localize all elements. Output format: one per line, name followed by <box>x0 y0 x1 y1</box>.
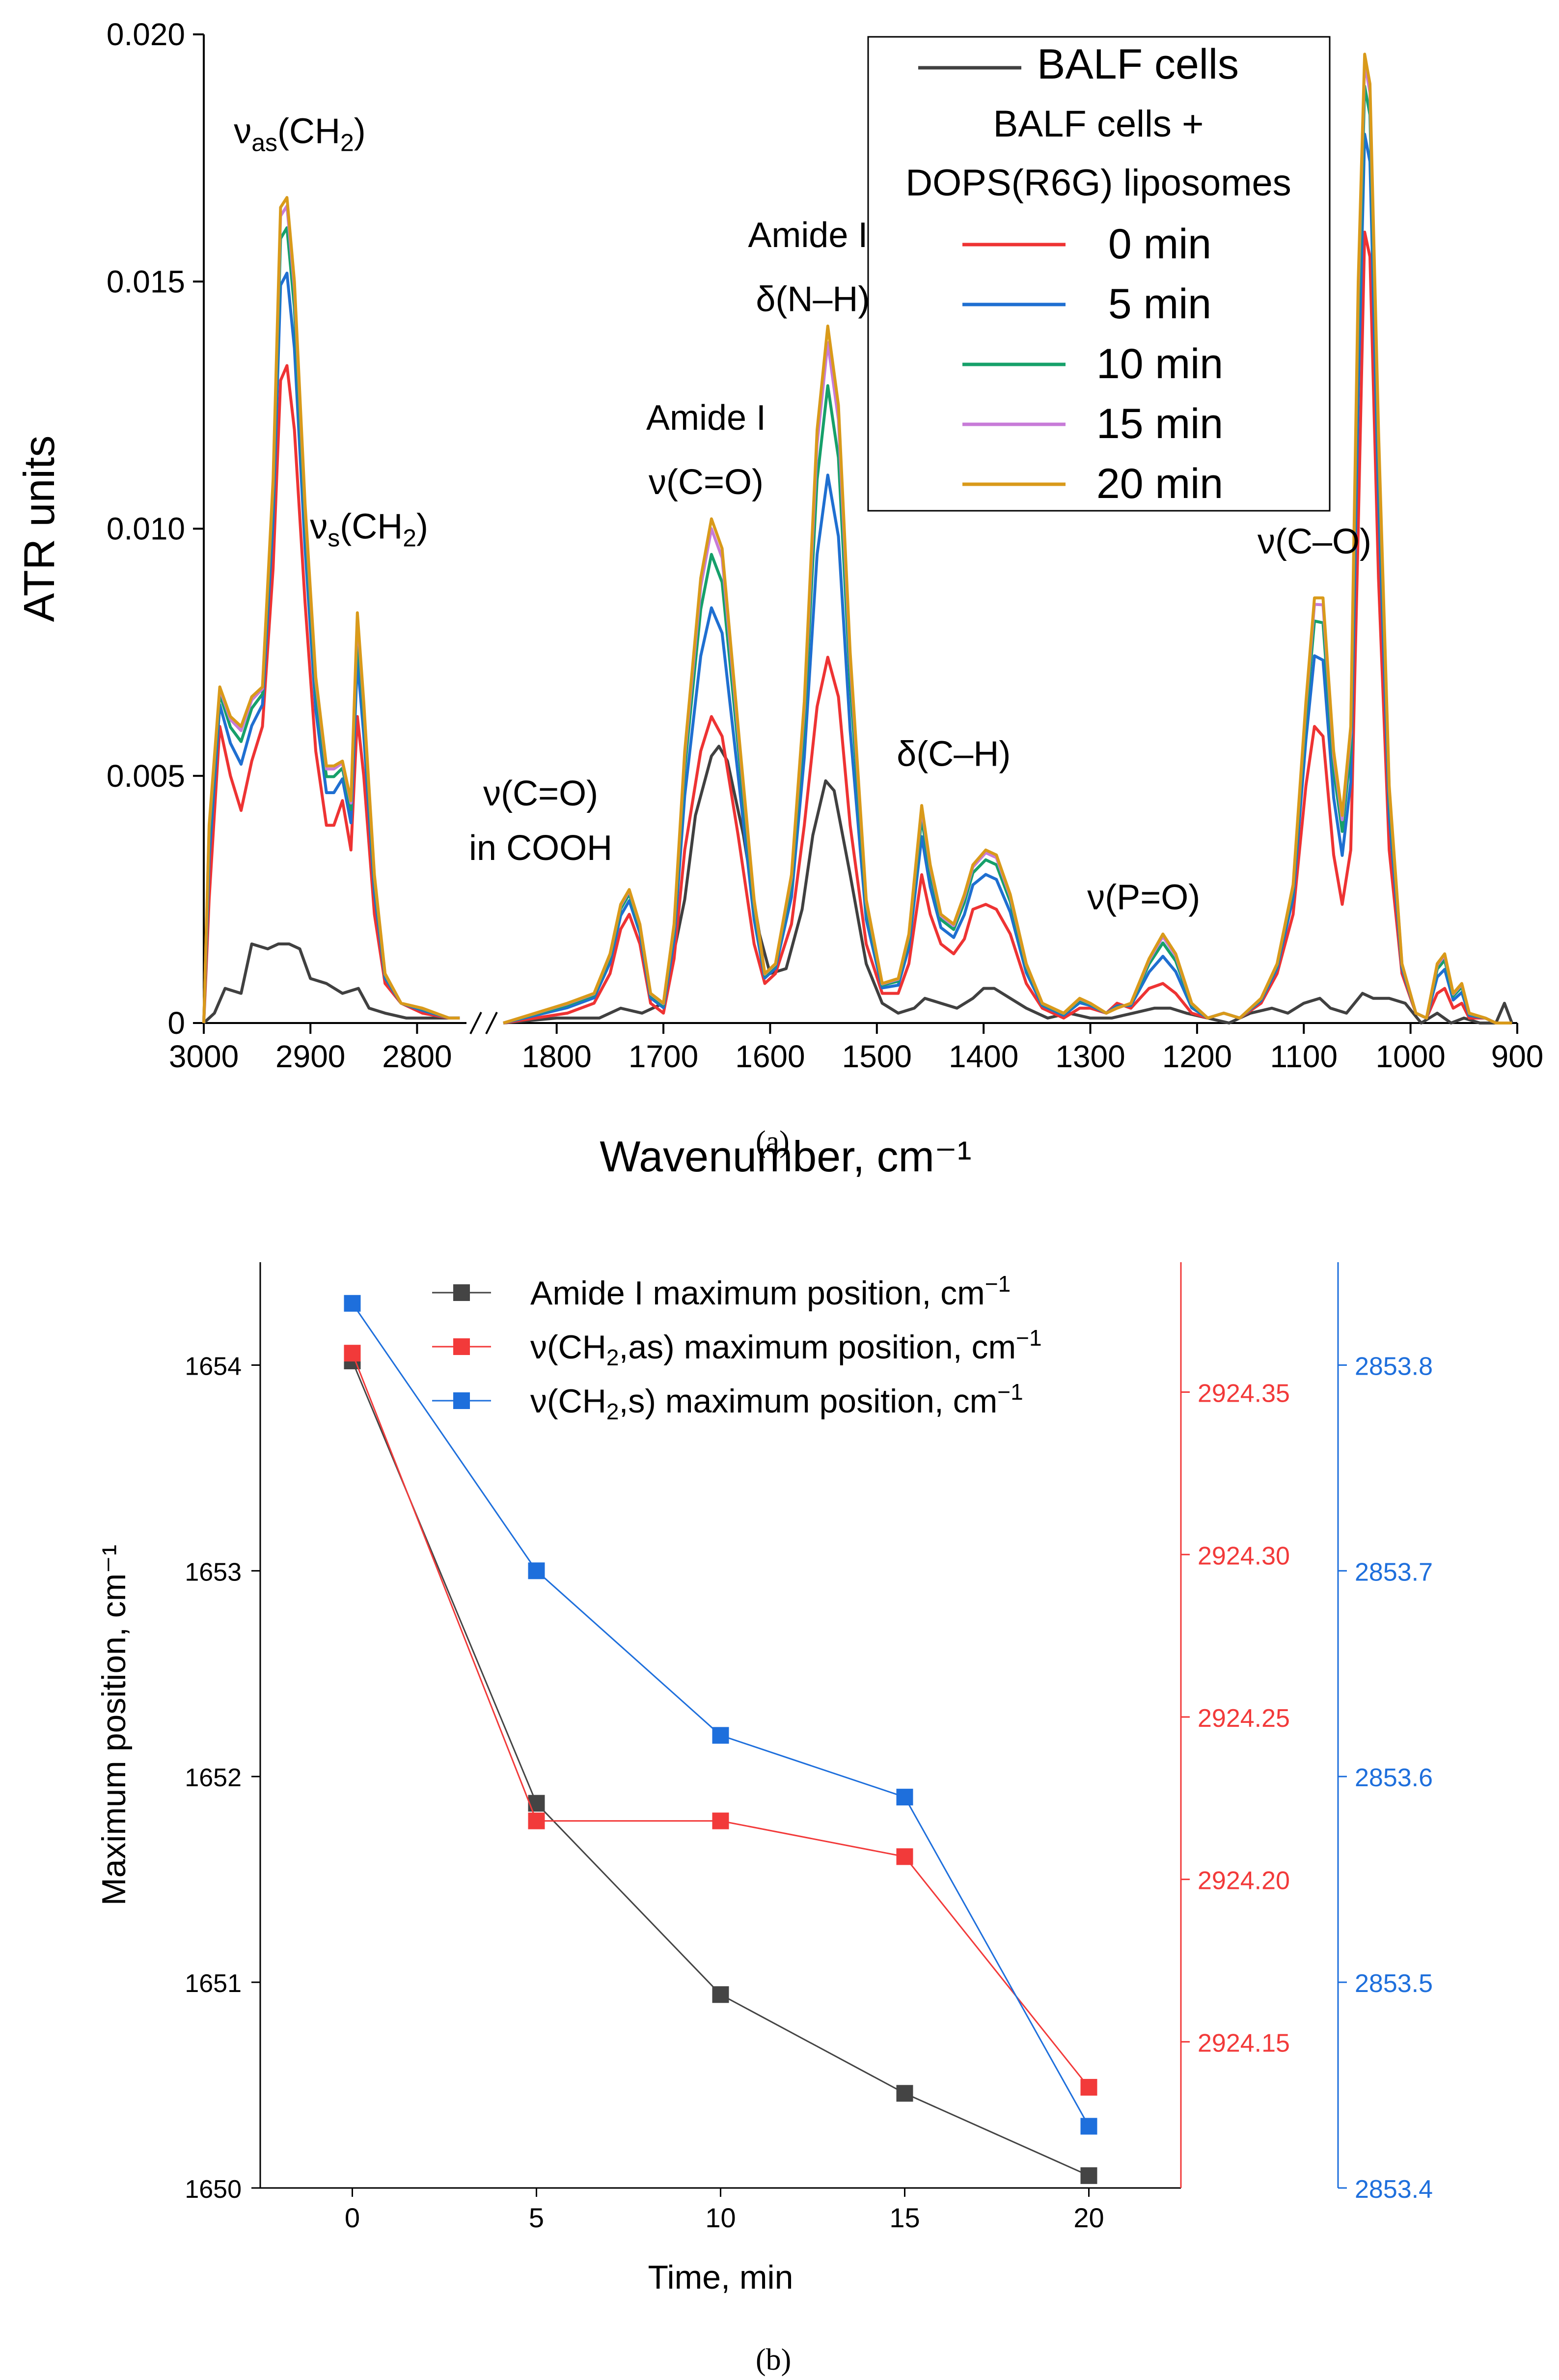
b-legend-label-2: ν(CH2,s) maximum position, cm−1 <box>530 1379 1023 1424</box>
b-legend-label-0: Amide I maximum position, cm−1 <box>530 1271 1011 1312</box>
b-left-tick-label: 1651 <box>185 1969 242 1998</box>
b-left-tick-label: 1654 <box>185 1352 242 1381</box>
b-red-tick-label: 2924.25 <box>1198 1704 1290 1733</box>
a-x-tick-label: 2900 <box>275 1039 345 1074</box>
b-blue-tick-label: 2853.6 <box>1355 1764 1433 1792</box>
a-annotation-0: νas(CH2) <box>234 111 366 156</box>
b-marker-amide <box>712 1986 729 2003</box>
a-x-tick-label: 1400 <box>949 1039 1018 1074</box>
a-y-tick-label: 0.010 <box>107 511 185 547</box>
a-x-tick-label: 1000 <box>1375 1039 1445 1074</box>
a-y-tick-label: 0.020 <box>107 17 185 52</box>
a-x-tick-label: 1100 <box>1270 1039 1338 1074</box>
a-annotation-9: ν(P=O) <box>1087 878 1200 917</box>
a-x-tick-label: 1600 <box>735 1039 805 1074</box>
caption-b: (b) <box>756 2343 792 2377</box>
b-marker-ch2s <box>528 1562 545 1579</box>
b-marker-ch2s <box>1080 2118 1097 2135</box>
a-legend-label-2: 10 min <box>1096 340 1223 387</box>
b-x-tick-label: 20 <box>1073 2202 1104 2233</box>
a-legend-heading-2a: BALF cells + <box>993 103 1204 145</box>
a-annotation-7: δ(N–H) <box>756 280 870 319</box>
b-legend-swatch-marker-0 <box>453 1284 470 1301</box>
a-legend-box <box>867 36 1331 512</box>
b-blue-tick-label: 2853.4 <box>1355 2175 1433 2204</box>
b-marker-ch2s <box>712 1727 729 1744</box>
b-marker-amide <box>896 2085 913 2102</box>
a-y-axis-title: ATR units <box>15 436 63 622</box>
b-red-tick-label: 2924.20 <box>1198 1867 1290 1895</box>
b-marker-amide <box>1080 2167 1097 2184</box>
a-x-tick-label: 1500 <box>842 1039 912 1074</box>
b-marker-ch2s <box>344 1295 361 1312</box>
a-series-20-min <box>202 53 1512 1024</box>
b-marker-ch2as <box>896 1848 913 1865</box>
a-legend-label-0: 0 min <box>1108 221 1211 268</box>
a-annotation-5: ν(C=O) <box>649 463 764 502</box>
a-annotation-1: νs(CH2) <box>310 507 428 552</box>
b-red-tick-label: 2924.15 <box>1198 2029 1290 2057</box>
b-blue-tick-label: 2853.7 <box>1355 1558 1433 1586</box>
b-marker-amide <box>528 1795 545 1812</box>
a-annotation-2: ν(C=O) <box>483 774 598 813</box>
a-annotation-10: ν(C–O) <box>1258 522 1371 561</box>
a-annotation-4: Amide I <box>646 398 766 438</box>
a-axis-break-2 <box>485 1012 498 1034</box>
b-x-axis-title: Time, min <box>648 2259 793 2296</box>
b-legend-swatch-marker-2 <box>453 1392 470 1409</box>
a-legend-label-balf: BALF cells <box>1037 41 1239 88</box>
a-annotation-3: in COOH <box>469 829 612 868</box>
a-legend-heading-2b: DOPS(R6G) liposomes <box>905 162 1291 204</box>
a-axis-break-1 <box>469 1012 482 1034</box>
b-left-tick-label: 1653 <box>185 1558 242 1586</box>
b-left-tick-label: 1652 <box>185 1764 242 1792</box>
a-legend-label-1: 5 min <box>1108 280 1211 328</box>
b-left-tick-label: 1650 <box>185 2175 242 2204</box>
a-x-tick-label: 1800 <box>521 1039 591 1074</box>
b-red-tick-label: 2924.35 <box>1198 1380 1290 1408</box>
a-x-axis-title: Wavenumber, cm⁻¹ <box>600 1132 971 1181</box>
a-annotation-6: Amide II <box>748 216 877 255</box>
b-blue-tick-label: 2853.8 <box>1355 1352 1433 1381</box>
b-x-tick-label: 10 <box>705 2202 736 2233</box>
a-x-tick-label: 1700 <box>629 1039 698 1074</box>
a-x-tick-label: 1200 <box>1162 1039 1232 1074</box>
a-annotation-8: δ(C–H) <box>897 735 1011 774</box>
b-marker-ch2as <box>1080 2078 1097 2096</box>
a-y-tick-label: 0.005 <box>107 758 185 794</box>
b-marker-ch2as <box>344 1345 361 1362</box>
a-x-tick-label: 3000 <box>169 1039 239 1074</box>
b-marker-ch2s <box>896 1789 913 1806</box>
a-y-tick-label: 0.015 <box>107 264 185 299</box>
b-blue-tick-label: 2853.5 <box>1355 1969 1433 1998</box>
a-x-tick-label: 2800 <box>382 1039 452 1074</box>
b-line-amide <box>352 1360 1090 2177</box>
a-x-tick-label: 1300 <box>1055 1039 1125 1074</box>
a-series-0-min <box>202 230 1512 1024</box>
b-marker-ch2as <box>712 1812 729 1829</box>
b-legend-swatch-marker-1 <box>453 1338 470 1355</box>
b-y-axis-title: Maximum position, cm⁻¹ <box>95 1545 133 1906</box>
b-x-tick-label: 15 <box>889 2202 920 2233</box>
b-x-tick-label: 0 <box>345 2202 360 2233</box>
a-legend-label-3: 15 min <box>1096 400 1223 447</box>
b-red-tick-label: 2924.30 <box>1198 1542 1290 1570</box>
a-legend-label-4: 20 min <box>1096 460 1223 507</box>
b-x-tick-label: 5 <box>529 2202 544 2233</box>
b-legend-label-1: ν(CH2,as) maximum position, cm−1 <box>530 1325 1042 1370</box>
a-y-tick-label: 0 <box>167 1005 185 1041</box>
a-x-tick-label: 900 <box>1491 1039 1544 1074</box>
caption-a: (a) <box>756 1125 790 1159</box>
b-marker-ch2as <box>528 1812 545 1829</box>
